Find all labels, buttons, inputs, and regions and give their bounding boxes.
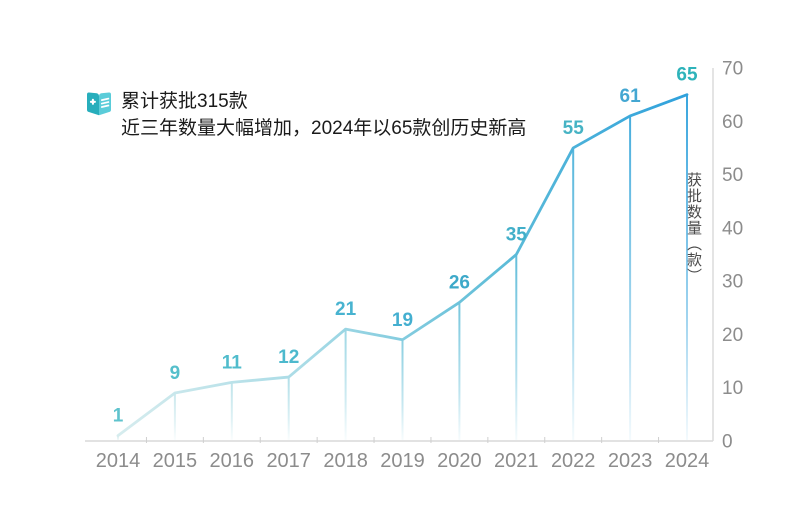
y-tick-label: 70: [722, 59, 743, 80]
registry-book-icon: [84, 88, 114, 118]
data-label: 35: [506, 225, 528, 246]
series-line: [116, 93, 689, 438]
y-tick-label: 20: [722, 325, 743, 346]
y-tick-label: 40: [722, 218, 743, 239]
data-label: 65: [676, 65, 698, 86]
x-tick-label: 2019: [380, 450, 425, 472]
y-tick-label: 0: [722, 432, 733, 453]
x-tick-label: 2024: [665, 450, 710, 472]
data-label: 55: [563, 118, 585, 139]
x-tick-label: 2015: [153, 450, 198, 472]
data-label: 61: [620, 86, 642, 107]
chart-titles: 累计获批315款 近三年数量大幅增加，2024年以65款创历史新高: [121, 88, 526, 142]
y-tick-label: 10: [722, 378, 743, 399]
data-label: 26: [449, 272, 470, 293]
x-tick-label: 2022: [551, 450, 596, 472]
y-tick-label: 60: [722, 112, 743, 133]
data-label: 19: [392, 310, 413, 331]
x-tick-label: 2018: [323, 450, 368, 472]
chart-annotation: 累计获批315款 近三年数量大幅增加，2024年以65款创历史新高: [84, 88, 526, 142]
x-tick-label: 2021: [494, 450, 539, 472]
data-label: 21: [335, 299, 357, 320]
data-label: 1: [113, 406, 124, 427]
y-tick-label: 30: [722, 272, 743, 293]
y-tick-label: 50: [722, 165, 743, 186]
data-label: 9: [170, 363, 181, 384]
x-tick-label: 2017: [266, 450, 311, 472]
chart-title: 累计获批315款: [121, 91, 248, 112]
x-tick-label: 2023: [608, 450, 653, 472]
x-tick-label: 2014: [96, 450, 141, 472]
data-label: 12: [278, 347, 299, 368]
y-axis-title: 获批数量（款）: [685, 172, 702, 284]
chart-subtitle: 近三年数量大幅增加，2024年以65款创历史新高: [121, 118, 527, 139]
data-label: 11: [222, 352, 243, 373]
x-tick-label: 2016: [210, 450, 255, 472]
x-tick-label: 2020: [437, 450, 482, 472]
